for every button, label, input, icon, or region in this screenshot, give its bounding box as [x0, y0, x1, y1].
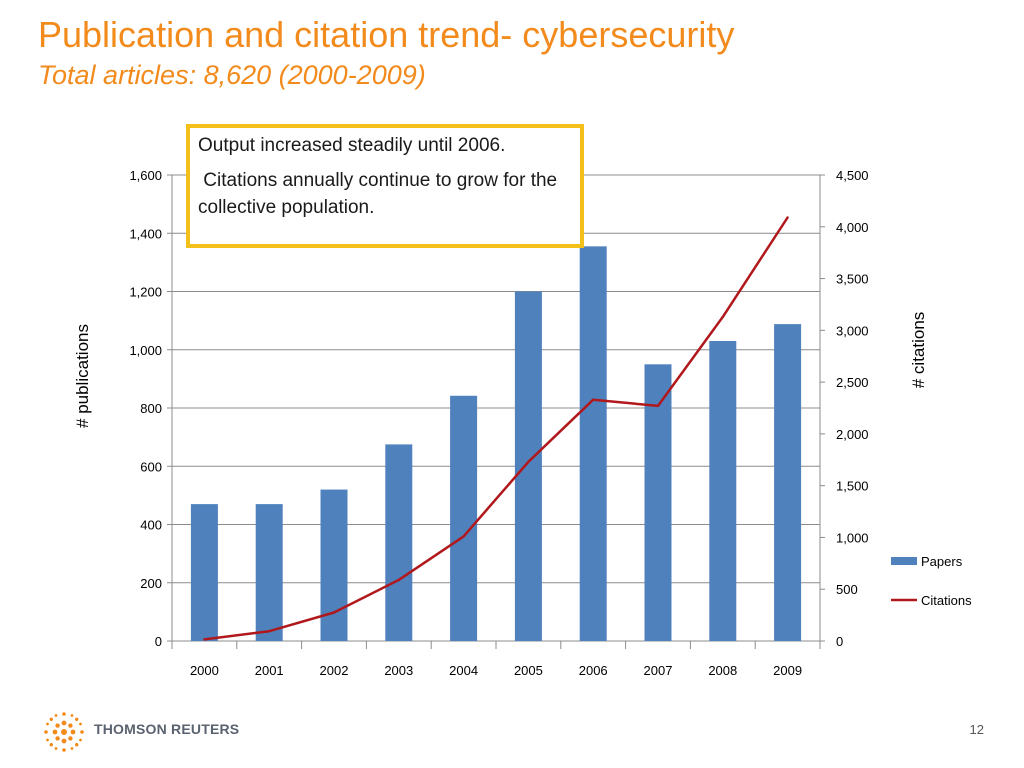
y-tick-label: 1,600: [129, 168, 162, 183]
y-tick-label: 1,000: [129, 343, 162, 358]
x-tick-label: 2008: [708, 663, 737, 678]
x-tick-label: 2001: [255, 663, 284, 678]
y2-tick-label: 3,500: [836, 272, 869, 287]
bar-papers-2000: [190, 504, 218, 641]
citations-point-2008: [721, 315, 724, 319]
x-tick-label: 2003: [384, 663, 413, 678]
y-tick-label: 800: [140, 401, 162, 416]
y2-tick-label: 2,500: [836, 375, 869, 390]
bar-papers-2009: [774, 324, 802, 641]
citations-point-2002: [332, 611, 336, 614]
y2-axis-title: # citations: [909, 312, 928, 389]
bar-papers-2001: [255, 504, 283, 641]
thomson-reuters-logo-icon: [44, 712, 84, 752]
callout-box: Output increased steadily until 2006. Ci…: [186, 124, 584, 248]
y-tick-label: 0: [155, 634, 162, 649]
y2-tick-label: 4,500: [836, 168, 869, 183]
citations-point-2007: [656, 404, 660, 408]
y2-tick-label: 1,500: [836, 479, 869, 494]
bar-papers-2004: [450, 395, 478, 641]
bar-papers-2005: [514, 291, 542, 641]
brand-name: THOMSON REUTERS: [94, 721, 240, 737]
combo-chart: 0 200 400 600 800 1,000 1,200 1,400 1,600 0 500 1,0…: [73, 168, 972, 678]
x-tick-label: 2002: [320, 663, 349, 678]
x-tick-label: 2006: [579, 663, 608, 678]
y-tick-label: 400: [140, 518, 162, 533]
bar-papers-2006: [579, 246, 607, 641]
page-number: 12: [969, 722, 984, 737]
bar-papers-2003: [385, 444, 413, 641]
y2-tick-label: 3,000: [836, 323, 869, 338]
y2-tick-label: 500: [836, 582, 858, 597]
citations-point-2000: [203, 638, 206, 641]
x-tick-label: 2009: [773, 663, 802, 678]
bar-papers-2002: [320, 489, 348, 641]
y-tick-label: 1,200: [129, 285, 162, 300]
y2-tick-label: 4,000: [836, 220, 869, 235]
bar-papers-2007: [644, 364, 672, 641]
citations-point-2006: [592, 398, 595, 401]
x-tick-label: 2000: [190, 663, 219, 678]
x-tick-label: 2004: [449, 663, 478, 678]
x-tick-label: 2007: [644, 663, 673, 678]
legend-swatch-papers: [891, 557, 917, 565]
y2-tick-label: 2,000: [836, 427, 869, 442]
y-tick-label: 1,400: [129, 226, 162, 241]
slide-subtitle: Total articles: 8,620 (2000-2009): [38, 60, 426, 90]
citations-point-2004: [462, 535, 465, 538]
citations-point-2005: [527, 460, 530, 464]
y-tick-label: 200: [140, 576, 162, 591]
callout-text-1: Output increased steadily until 2006.: [198, 135, 506, 156]
bar-papers-2008: [709, 341, 737, 641]
citations-line: [204, 216, 789, 641]
legend-label-papers: Papers: [921, 554, 963, 569]
citations-point-2001: [268, 629, 271, 633]
y-axis-title: # publications: [73, 324, 92, 428]
x-tick-label: 2005: [514, 663, 543, 678]
y2-tick-label: 1,000: [836, 530, 869, 545]
callout-text-2: Citations annually continue to grow for …: [198, 170, 563, 218]
y-tick-label: 600: [140, 459, 162, 474]
citations-point-2003: [397, 578, 400, 582]
citations-point-2009: [786, 216, 789, 219]
legend-label-citations: Citations: [921, 593, 972, 608]
y2-tick-label: 0: [836, 634, 843, 649]
slide-title: Publication and citation trend- cybersec…: [38, 14, 735, 55]
